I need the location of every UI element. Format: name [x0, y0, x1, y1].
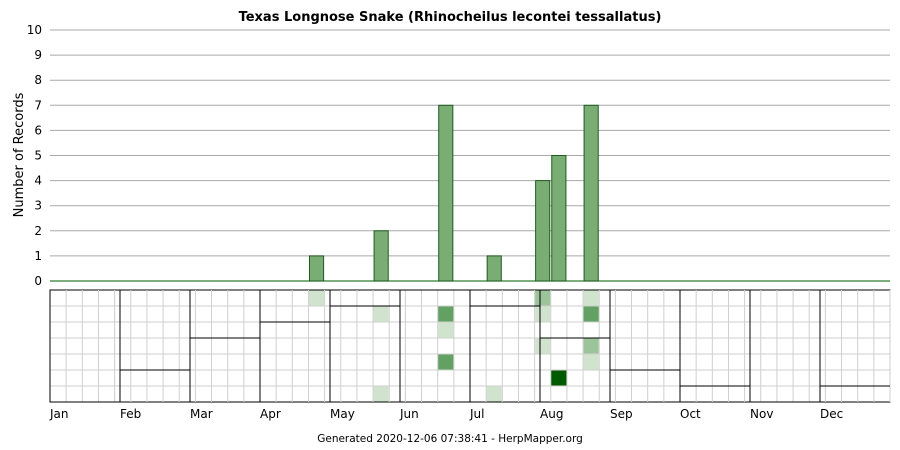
y-tick-label-9: 9 — [34, 48, 42, 62]
month-label-apr: Apr — [260, 407, 281, 421]
y-tick-label-4: 4 — [34, 174, 42, 188]
bar-week-30 — [583, 104, 599, 282]
month-label-sep: Sep — [610, 407, 633, 421]
heat-cell-w30-r1 — [583, 306, 599, 322]
heat-cell-w22-r4 — [438, 354, 454, 370]
month-label-jan: Jan — [49, 407, 69, 421]
grid-layer: 0 1 2 3 4 5 6 7 8 9 10 — [27, 23, 890, 288]
y-tick-label-5: 5 — [34, 149, 42, 163]
y-tick-label-8: 8 — [34, 73, 42, 87]
heat-cell-w22-r1 — [438, 306, 454, 322]
month-label-may: May — [330, 407, 355, 421]
month-label-mar: Mar — [190, 407, 213, 421]
month-label-feb: Feb — [120, 407, 141, 421]
y-tick-label-6: 6 — [34, 123, 42, 137]
heat-cell-w22-r2 — [438, 322, 454, 338]
heat-cell-w15-r0 — [308, 290, 325, 306]
y-tick-label-0: 0 — [34, 274, 42, 288]
y-tick-label-10: 10 — [27, 23, 42, 37]
bar-week-28 — [535, 180, 551, 282]
bar-week-25 — [486, 255, 502, 282]
month-label-aug: Aug — [540, 407, 563, 421]
heat-cell-w28-r3 — [535, 338, 551, 354]
month-label-oct: Oct — [680, 407, 701, 421]
bar-week-29 — [551, 155, 567, 282]
bar-week-15 — [308, 255, 325, 282]
heat-cell-w28-r0 — [535, 290, 551, 306]
y-tick-label-1: 1 — [34, 249, 42, 263]
heat-cell-w25-r6 — [486, 386, 502, 402]
footer-text: Generated 2020-12-06 07:38:41 - HerpMapp… — [317, 433, 583, 445]
bar-week-22 — [438, 104, 454, 282]
heat-cell-w18-r6 — [373, 386, 389, 402]
heat-cell-w18-r1 — [373, 306, 389, 322]
y-axis-label: Number of Records — [12, 92, 27, 217]
month-label-jul: Jul — [469, 407, 484, 421]
month-labels: Jan Feb Mar Apr May Jun Jul Aug Sep Oct Nov Dec — [49, 290, 843, 421]
chart-title: Texas Longnose Snake (Rhinocheilus lecon… — [239, 10, 662, 25]
bars-layer — [308, 104, 599, 282]
month-label-jun: Jun — [399, 407, 419, 421]
y-tick-label-2: 2 — [34, 224, 42, 238]
y-tick-label-3: 3 — [34, 199, 42, 213]
month-label-nov: Nov — [750, 407, 773, 421]
month-label-dec: Dec — [820, 407, 843, 421]
heat-cell-w30-r0 — [583, 290, 599, 306]
bar-week-18 — [373, 230, 389, 282]
heat-cell-w29-r5 — [551, 370, 567, 386]
heat-cell-w30-r4 — [583, 354, 599, 370]
heat-cell-w28-r1 — [535, 306, 551, 322]
heat-cell-w30-r3 — [583, 338, 599, 354]
y-tick-label-7: 7 — [34, 98, 42, 112]
